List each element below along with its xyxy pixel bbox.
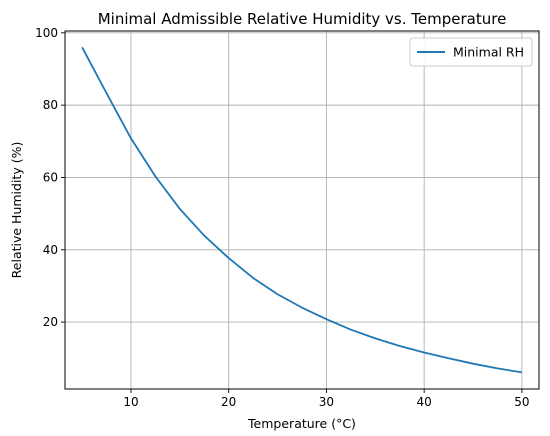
legend-box (409, 37, 533, 67)
y-axis-label: Relative Humidity (%) (9, 142, 24, 279)
x-tick-label: 10 (123, 395, 138, 409)
y-tick-label: 80 (43, 98, 58, 112)
y-tick-label: 40 (43, 243, 58, 257)
legend-label: Minimal RH (453, 45, 524, 60)
tick-layer: 10 20 30 40 50 20 40 60 80 100 (35, 26, 529, 409)
legend: Minimal RH (409, 37, 533, 67)
x-tick-label: 50 (514, 395, 529, 409)
series-line (81, 46, 523, 374)
chart-title: Minimal Admissible Relative Humidity vs.… (98, 10, 507, 28)
plot-frame (64, 30, 540, 390)
y-tick-label: 100 (35, 26, 58, 40)
y-tick-label: 20 (43, 315, 58, 329)
grid-layer (65, 31, 539, 389)
x-axis-label: Temperature (°C) (247, 416, 356, 431)
x-tick-label: 20 (221, 395, 236, 409)
series-layer (81, 46, 523, 374)
y-tick-label: 60 (43, 170, 58, 184)
x-tick-label: 30 (319, 395, 334, 409)
x-tick-label: 40 (417, 395, 432, 409)
